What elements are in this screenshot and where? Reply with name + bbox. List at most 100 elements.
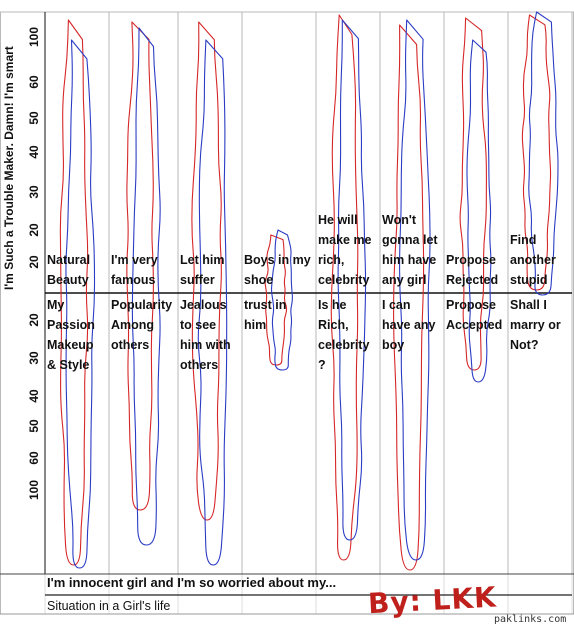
lower-category-label: My Passion Makeup & Style: [47, 298, 95, 372]
label-line: Won't: [382, 213, 417, 227]
label-line: Shall I: [510, 298, 547, 312]
blue-stroke: [466, 39, 492, 383]
lower-category-label: trust in him: [244, 298, 286, 332]
lower-category-label: Popularity Among others: [111, 298, 172, 352]
lower-category-label: Is he Rich, celebrity?: [318, 298, 369, 372]
label-line: Propose: [446, 253, 496, 267]
red-stroke: [521, 14, 552, 291]
label-line: stupid: [510, 273, 548, 287]
label-line: make me: [318, 233, 372, 247]
label-line: any girl: [382, 273, 426, 287]
y-tick-label: 100: [27, 27, 41, 47]
blue-stroke: [270, 229, 293, 371]
upper-category-label: He will make me rich, celebrity: [318, 213, 372, 287]
chart-title: I'm innocent girl and I'm so worried abo…: [47, 575, 336, 590]
y-tick-label: 40: [27, 145, 41, 159]
y-tick-label: 50: [27, 419, 41, 433]
label-line: ?: [318, 358, 326, 372]
label-line: marry or: [510, 318, 561, 332]
label-line: him with: [180, 338, 231, 352]
label-line: suffer: [180, 273, 215, 287]
upper-category-label: Propose Rejected: [446, 253, 498, 287]
label-line: Find: [510, 233, 536, 247]
red-stroke: [330, 14, 359, 561]
y-tick-label: 60: [27, 451, 41, 465]
y-tick-labels: 20 20 30 40 50 60 100 20 30 40 50 60 100: [27, 27, 41, 500]
upper-category-label: I'm very famous: [111, 253, 158, 287]
label-line: celebrity: [318, 338, 369, 352]
label-line: Jealous: [180, 298, 227, 312]
y-axis-label: I'm Such a Trouble Maker. Damn! I'm smar…: [2, 46, 16, 290]
y-tick-label: 100: [27, 480, 41, 500]
label-line: famous: [111, 273, 156, 287]
red-stroke: [459, 17, 487, 371]
lower-category-label: Propose Accepted: [446, 298, 502, 332]
label-line: Rejected: [446, 273, 498, 287]
y-tick-label: 20: [27, 255, 41, 269]
label-line: Let him: [180, 253, 224, 267]
blue-stroke: [337, 19, 367, 541]
upper-category-label: Won't gonna let him have any girl: [382, 213, 438, 287]
blue-stroke: [65, 39, 96, 569]
label-line: gonna let: [382, 233, 438, 247]
lower-category-label: Jealous to see him with others: [180, 298, 231, 372]
label-line: He will: [318, 213, 358, 227]
label-line: I'm very: [111, 253, 158, 267]
blue-stroke: [131, 27, 161, 546]
y-tick-label: 50: [27, 111, 41, 125]
data-strokes: [59, 11, 559, 571]
label-line: Among: [111, 318, 154, 332]
lower-category-label: I can have any boy: [382, 298, 436, 352]
signature: By: LKK: [367, 581, 498, 621]
chart-subtitle: Situation in a Girl's life: [47, 599, 170, 613]
lower-category-label: Shall I marry or Not?: [510, 298, 561, 352]
upper-category-label: Natural Beauty: [47, 253, 90, 287]
label-line: & Style: [47, 358, 89, 372]
y-tick-label: 40: [27, 389, 41, 403]
label-line: Natural: [47, 253, 90, 267]
label-line: him have: [382, 253, 436, 267]
label-line: Boys in my: [244, 253, 311, 267]
red-stroke: [393, 24, 425, 571]
label-line: have any: [382, 318, 436, 332]
label-line: Rich,: [318, 318, 349, 332]
blue-stroke: [528, 11, 559, 296]
label-line: shoe: [244, 273, 273, 287]
label-line: Propose: [446, 298, 496, 312]
red-stroke: [191, 21, 222, 521]
red-stroke: [126, 21, 154, 511]
y-tick-label: 30: [27, 351, 41, 365]
label-line: Makeup: [47, 338, 94, 352]
y-tick-label: 30: [27, 185, 41, 199]
svg-text:By: LKK: By: LKK: [367, 581, 498, 621]
blue-stroke: [399, 19, 431, 561]
upper-category-label: Find another stupid: [510, 233, 556, 287]
label-line: him: [244, 318, 266, 332]
label-line: boy: [382, 338, 404, 352]
label-line: Popularity: [111, 298, 172, 312]
label-line: Is he: [318, 298, 347, 312]
upper-category-label: Boys in my shoe: [244, 253, 311, 287]
blue-stroke: [197, 39, 228, 566]
label-line: trust in: [244, 298, 286, 312]
y-tick-label: 20: [27, 223, 41, 237]
red-stroke: [59, 19, 89, 566]
red-stroke: [264, 234, 288, 366]
label-line: another: [510, 253, 556, 267]
upper-category-label: Let him suffer: [180, 253, 224, 287]
y-tick-label: 20: [27, 313, 41, 327]
label-line: Accepted: [446, 318, 502, 332]
label-line: My: [47, 298, 64, 312]
label-line: Not?: [510, 338, 538, 352]
label-line: to see: [180, 318, 216, 332]
category-labels: Natural Beauty I'm very famous Let him suffer…: [47, 213, 561, 372]
label-line: Beauty: [47, 273, 89, 287]
label-line: celebrity: [318, 273, 369, 287]
watermark: paklinks.com: [494, 614, 566, 625]
label-line: I can: [382, 298, 411, 312]
label-line: others: [180, 358, 218, 372]
y-tick-label: 60: [27, 75, 41, 89]
label-line: others: [111, 338, 149, 352]
label-line: Passion: [47, 318, 95, 332]
